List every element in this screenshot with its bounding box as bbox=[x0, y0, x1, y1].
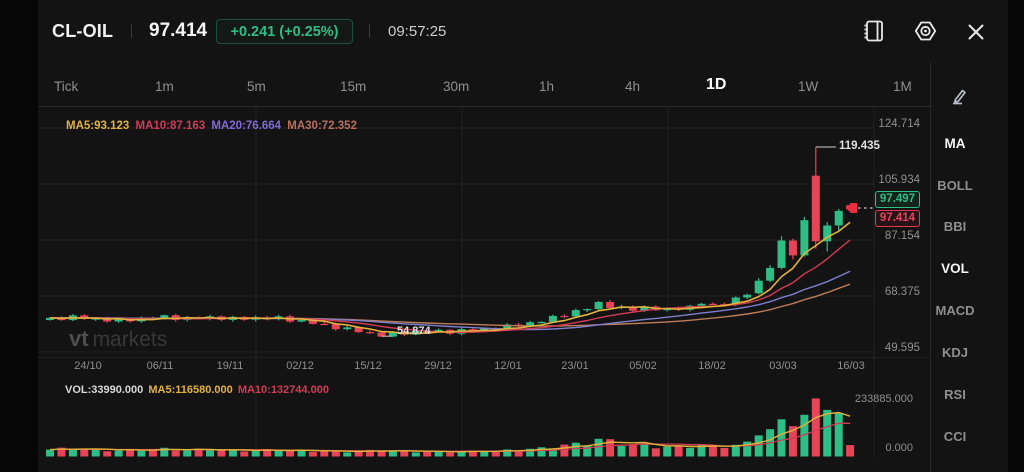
svg-text:vtmarkets: vt markets bbox=[69, 326, 167, 351]
